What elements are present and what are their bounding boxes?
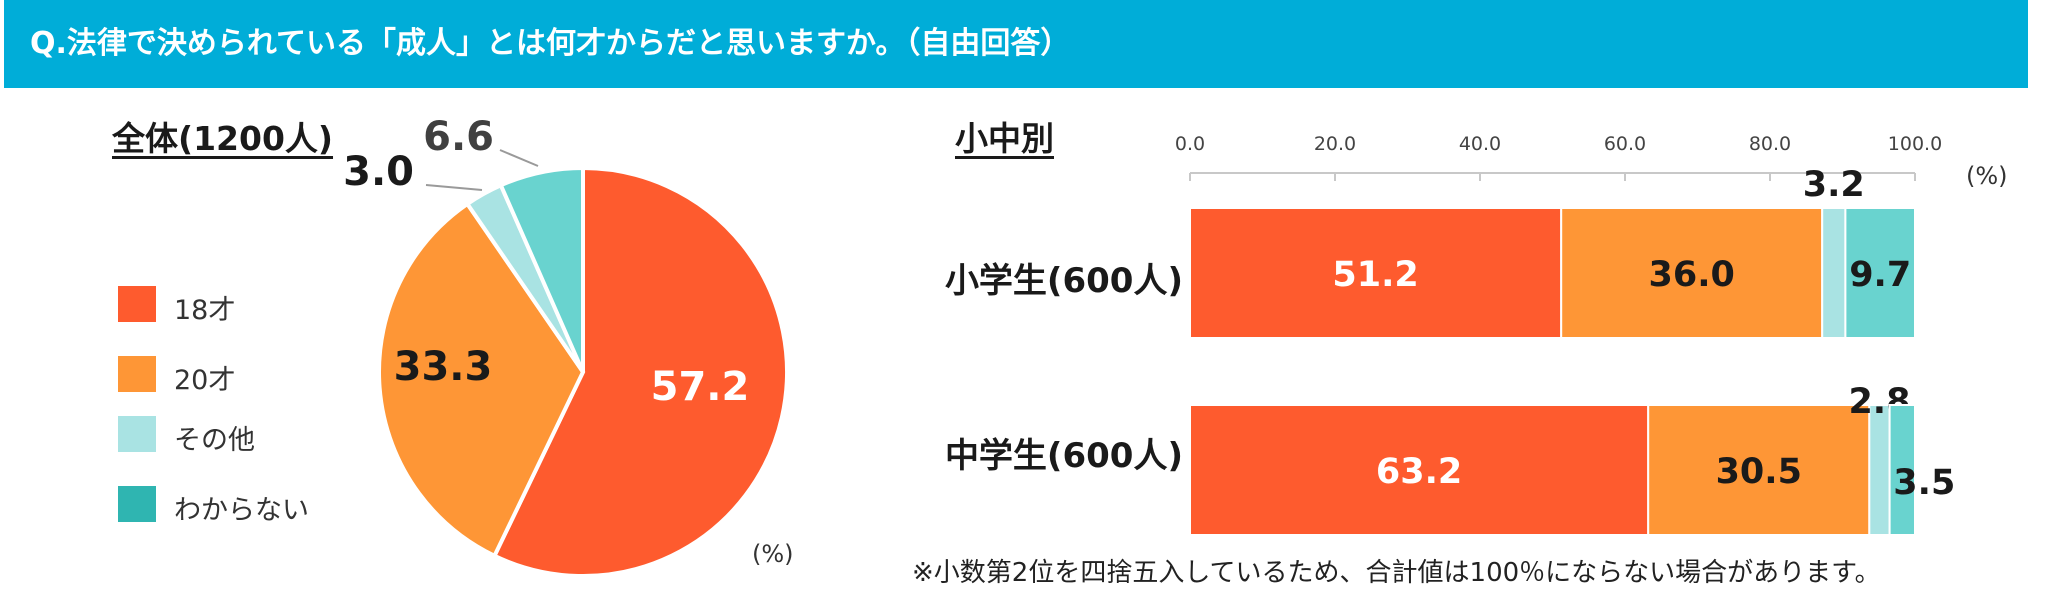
bar-segment: [1560, 207, 1824, 339]
bar-value-label: 30.5: [1716, 452, 1802, 492]
pie-value-label: 3.0: [343, 149, 414, 195]
pie-leader-line: [499, 149, 539, 167]
bar-segment: [1647, 404, 1871, 536]
bar-unit-label: (%): [1966, 162, 2008, 190]
pie-value-label: 57.2: [651, 364, 750, 410]
bar-value-label: 63.2: [1376, 452, 1462, 492]
x-tick-label: 0.0: [1175, 133, 1205, 155]
pie-slice: [491, 165, 789, 578]
pie-slice: [377, 201, 586, 559]
bar-segment: [1888, 404, 1916, 536]
bar-segment: [1844, 207, 1917, 339]
bar-segment: [1189, 404, 1650, 536]
x-tick-label: 100.0: [1888, 133, 1942, 155]
category-label: 中学生(600人): [945, 436, 1183, 476]
bar-segment: [1821, 207, 1847, 339]
x-tick-label: 80.0: [1749, 133, 1791, 155]
pie-value-label: 6.6: [423, 114, 494, 160]
legend-label: 20才: [174, 365, 236, 396]
legend-swatch: [118, 286, 156, 322]
legend-label: わからない: [174, 495, 309, 526]
bar-value-label: 9.7: [1849, 255, 1911, 295]
pie-unit-label: (%): [752, 540, 794, 568]
legend-swatch: [118, 356, 156, 392]
bar-value-label: 3.2: [1803, 165, 1865, 205]
bar-value-label: 51.2: [1332, 255, 1418, 295]
question-header: Q.法律で決められている「成人」とは何才からだと思いますか。（自由回答）: [4, 0, 2028, 88]
bar-segment: [1868, 404, 1891, 536]
pie-slice: [498, 165, 585, 373]
rounding-note: ※小数第2位を四捨五入しているため、合計値は100％にならない場合があります。: [912, 558, 1881, 588]
bar-segment: [1189, 207, 1563, 339]
pie-value-label: 33.3: [394, 344, 493, 390]
bar-chart-title: 小中別: [955, 119, 1054, 158]
legend-swatch: [118, 416, 156, 452]
pie-chart-title: 全体(1200人): [112, 119, 334, 158]
legend-swatch: [118, 486, 156, 522]
x-tick-label: 20.0: [1314, 133, 1356, 155]
x-tick-label: 40.0: [1459, 133, 1501, 155]
bar-value-label: 36.0: [1649, 255, 1735, 295]
bar-value-label: 3.5: [1893, 463, 1955, 503]
x-tick-label: 60.0: [1604, 133, 1646, 155]
legend-label: その他: [174, 425, 255, 456]
category-label: 小学生(600人): [945, 261, 1183, 301]
legend-label: 18才: [174, 295, 236, 326]
pie-leader-line: [425, 184, 483, 191]
